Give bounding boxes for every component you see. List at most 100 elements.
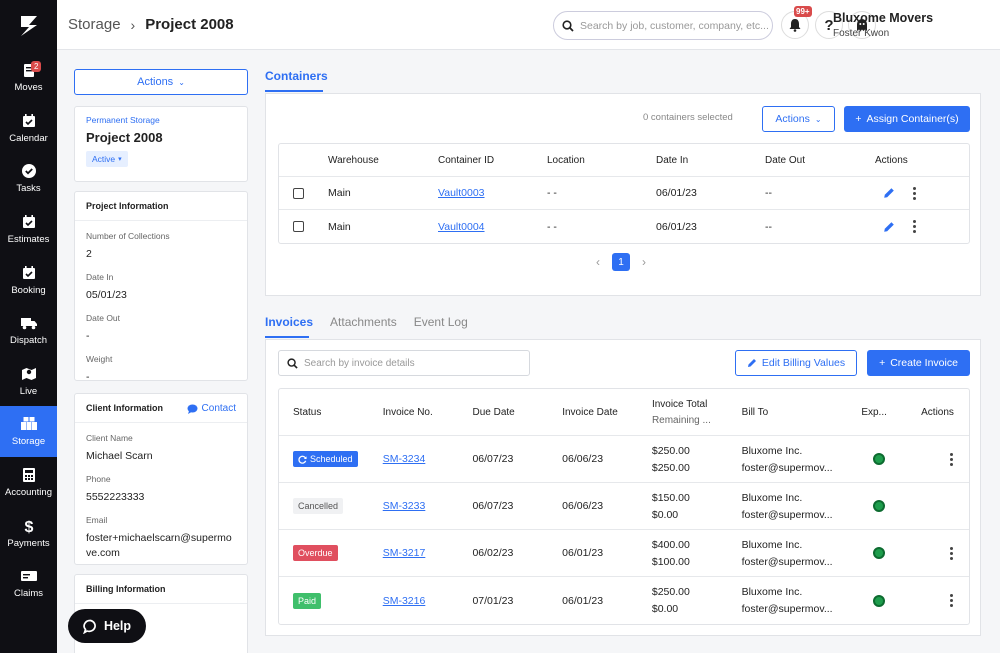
nav-item-booking[interactable]: Booking: [0, 254, 57, 305]
status-label: Paid: [298, 595, 317, 606]
nav-item-accounting[interactable]: Accounting: [0, 457, 57, 508]
nav-item-label: Storage: [11, 436, 46, 448]
info-field: Client Name Michael Scarn: [75, 433, 247, 464]
cell-remaining: $250.00: [651, 461, 690, 474]
nav-item-label: Estimates: [7, 234, 50, 246]
invoices-panel: Search by invoice details Edit Billing V…: [265, 340, 981, 636]
estimates-icon: [20, 213, 38, 231]
tab-attachments[interactable]: Attachments: [330, 315, 397, 329]
field-label: Phone: [86, 474, 111, 484]
col-warehouse: Warehouse: [328, 154, 379, 166]
project-actions-button[interactable]: Actions ⌄: [74, 69, 248, 95]
help-question-button[interactable]: ?: [815, 11, 843, 39]
nav-item-dispatch[interactable]: Dispatch: [0, 305, 57, 356]
chevron-right-icon[interactable]: ›: [642, 255, 646, 269]
container-id-link[interactable]: Vault0003: [438, 187, 485, 199]
breadcrumb: Storage › Project 2008: [68, 16, 234, 33]
status-value: Active: [92, 154, 116, 164]
nav-item-calendar[interactable]: Calendar: [0, 103, 57, 154]
chevron-left-icon[interactable]: ‹: [596, 255, 600, 269]
col-invoice-no: Invoice No.: [382, 406, 433, 418]
col-remaining-label: Remaining ...: [651, 414, 711, 426]
nav-item-label: Moves: [14, 82, 43, 94]
cell-date-out: --: [765, 187, 772, 199]
nav-item-label: Tasks: [16, 183, 41, 195]
invoice-search-input[interactable]: Search by invoice details: [278, 350, 530, 376]
containers-panel: 0 containers selected Actions ⌄ + Assign…: [265, 94, 981, 296]
chevron-down-icon: ⌄: [814, 114, 822, 124]
col-invoice-date: Invoice Date: [562, 406, 618, 418]
invoice-number-link[interactable]: SM-3234: [382, 453, 426, 465]
col-container-id: Container ID: [438, 154, 495, 166]
chevron-right-icon: ›: [130, 16, 136, 33]
nav-item-payments[interactable]: $ Payments: [0, 507, 57, 558]
app-logo[interactable]: [0, 0, 57, 52]
tab-invoices[interactable]: Invoices: [265, 315, 314, 329]
search-placeholder: Search by job, customer, company, etc...: [580, 19, 769, 32]
invoice-number-link[interactable]: SM-3216: [382, 594, 426, 607]
cell-due-date: 07/01/23: [472, 594, 514, 607]
status-label: Cancelled: [298, 501, 339, 511]
cell-due-date: 06/02/23: [472, 547, 514, 559]
status-label: Scheduled: [310, 454, 353, 464]
cell-warehouse: Main: [328, 220, 351, 233]
col-actions: Actions: [921, 406, 954, 418]
table-header-row: Status Invoice No. Due Date Invoice Date…: [279, 389, 969, 436]
table-header-row: Warehouse Container ID Location Date In …: [279, 144, 969, 177]
create-invoice-button[interactable]: + Create Invoice: [867, 350, 970, 376]
containers-table: Warehouse Container ID Location Date In …: [278, 143, 970, 244]
tab-containers-label: Containers: [265, 69, 328, 83]
nav-item-estimates[interactable]: Estimates: [0, 204, 57, 255]
breadcrumb-storage-link[interactable]: Storage: [68, 16, 121, 33]
question-icon: ?: [824, 16, 834, 34]
invoice-number-link[interactable]: SM-3217: [382, 547, 426, 559]
more-options-icon[interactable]: [949, 594, 953, 607]
map-icon: [20, 365, 38, 383]
container-id-link[interactable]: Vault0004: [438, 220, 485, 233]
table-row: Paid SM-3216 07/01/23 06/01/23 $250.00 $0.00 B…: [279, 577, 969, 624]
cell-remaining: $0.00: [651, 508, 679, 521]
more-options-icon[interactable]: [949, 452, 953, 466]
row-checkbox[interactable]: [293, 221, 304, 232]
containers-actions-button[interactable]: Actions ⌄: [762, 106, 835, 132]
cell-invoice-date: 06/06/23: [562, 453, 604, 465]
nav-item-label: Live: [19, 385, 38, 397]
plus-icon: +: [855, 113, 862, 125]
notifications-button[interactable]: 99+: [781, 6, 812, 39]
edit-pencil-icon[interactable]: [883, 187, 895, 199]
edit-pencil-icon[interactable]: [883, 221, 895, 233]
nav-item-storage[interactable]: Storage: [0, 406, 57, 457]
contact-button[interactable]: Contact: [187, 403, 236, 414]
page-button[interactable]: 1: [612, 253, 630, 271]
account-info[interactable]: Bluxome Movers Foster Kwon: [833, 11, 933, 39]
more-options-icon[interactable]: [949, 546, 953, 560]
assign-container-button[interactable]: + Assign Container(s): [844, 106, 970, 132]
selected-count: 0 containers selected: [643, 112, 733, 123]
status-badge: Scheduled: [293, 451, 358, 467]
cell-bill-to-company: Bluxome Inc.: [741, 538, 803, 551]
table-row: Overdue SM-3217 06/02/23 06/01/23 $400.00 $10…: [279, 530, 969, 577]
nav-item-live[interactable]: Live: [0, 356, 57, 407]
help-button[interactable]: Help: [68, 609, 146, 643]
status-dropdown[interactable]: Active ▾: [86, 151, 128, 167]
project-actions-label: Actions: [137, 76, 174, 88]
project-information-card: Project Information Number of Collection…: [74, 191, 248, 383]
table-row: Main Vault0004 - - 06/01/23 --: [279, 210, 969, 243]
nav-item-claims[interactable]: Claims: [0, 558, 57, 609]
edit-billing-values-button[interactable]: Edit Billing Values: [735, 350, 857, 376]
client-information-title: Client Information Contact: [75, 394, 247, 423]
calendar-icon: [20, 112, 38, 130]
nav-item-moves[interactable]: Moves 2: [0, 52, 57, 103]
nav-item-tasks[interactable]: Tasks: [0, 153, 57, 204]
status-badge: Overdue: [293, 545, 338, 561]
user-avatar[interactable]: [848, 11, 876, 39]
row-checkbox[interactable]: [293, 187, 304, 199]
tab-containers[interactable]: Containers: [265, 69, 328, 92]
invoice-number-link[interactable]: SM-3233: [382, 500, 426, 512]
more-options-icon[interactable]: [913, 220, 916, 233]
more-options-icon[interactable]: [913, 186, 916, 200]
global-search-input[interactable]: Search by job, customer, company, etc...: [553, 11, 773, 40]
field-value: 2: [86, 248, 92, 260]
status-badge: Cancelled: [293, 498, 344, 514]
tab-event-log[interactable]: Event Log: [413, 315, 468, 329]
